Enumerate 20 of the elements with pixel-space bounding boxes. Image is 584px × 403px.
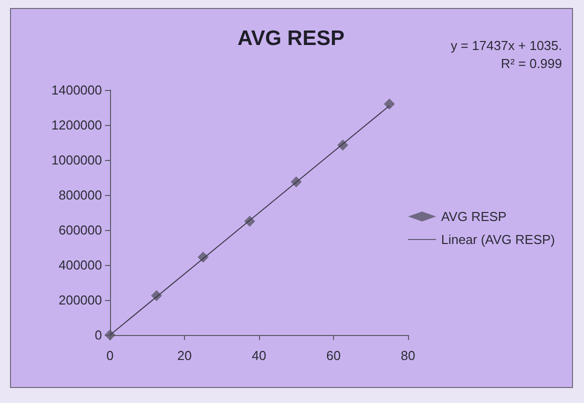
x-tick-label: 60 [326, 348, 341, 363]
y-tick-label: 0 [94, 328, 102, 342]
y-tick-label: 600000 [58, 222, 102, 238]
y-tick-label: 1200000 [51, 118, 102, 132]
point [104, 330, 116, 340]
y-tick-label: 1000000 [51, 152, 102, 168]
x-tick-label: 0 [106, 348, 114, 363]
y-tick-label: 400000 [58, 258, 102, 272]
text: y = 17437x + 1035. [450, 38, 562, 53]
chart-title: AVG RESP [238, 27, 344, 50]
text: R² = 0.999 [500, 56, 562, 71]
x-tick-label: 40 [252, 348, 266, 363]
legend-label: Linear (AVG RESP) [441, 232, 556, 247]
x-tick-label: 80 [400, 348, 416, 363]
y-tick-label: 200000 [58, 292, 102, 308]
legend-label: AVG RESP [441, 209, 507, 224]
point [384, 98, 395, 110]
y-tick-label: 1400000 [51, 82, 102, 98]
x-tick-label: 20 [177, 348, 192, 363]
y-tick-label: 800000 [58, 188, 102, 202]
